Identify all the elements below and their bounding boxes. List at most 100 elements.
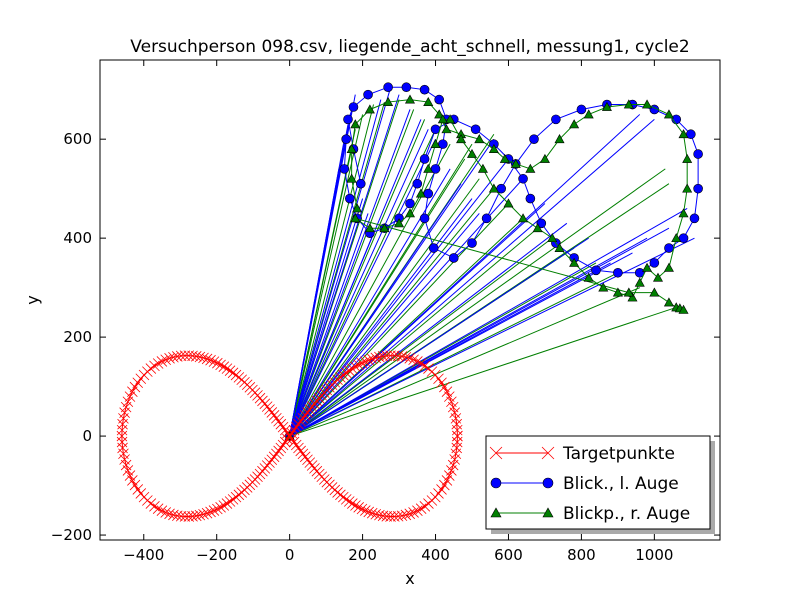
left-eye-point (467, 238, 477, 248)
left-eye-point (363, 89, 373, 100)
right-eye-point (642, 262, 653, 272)
targetpunkte-point (212, 503, 223, 515)
targetpunkte-point (370, 508, 382, 520)
targetpunkte-point (201, 507, 213, 519)
targetpunkte-point (127, 475, 138, 486)
targetpunkte-point (288, 424, 300, 436)
targetpunkte-point (205, 354, 216, 366)
x-tick-label: 600 (494, 546, 523, 564)
right-eye-point (623, 287, 634, 297)
targetpunkte-point (374, 351, 385, 363)
targetpunkte-point (179, 350, 191, 361)
targetpunkte-point (279, 424, 291, 436)
targetpunkte-point (227, 494, 239, 505)
left-eye-point (536, 218, 547, 229)
targetpunkte-point (183, 511, 195, 522)
targetpunkte-point (385, 511, 396, 522)
right-eye-point (525, 163, 536, 173)
left-eye-point (419, 213, 430, 224)
left-eye-point (434, 94, 444, 105)
targetpunkte-point (273, 445, 284, 457)
right-eye-point (434, 109, 445, 119)
targetpunkte-point (198, 352, 209, 364)
right-eye-point (503, 198, 514, 208)
targetpunkte-point (224, 365, 236, 376)
left-eye-point (345, 193, 355, 204)
right-eye-point (364, 104, 375, 114)
y-tick-label: 200 (63, 328, 92, 346)
right-eye-point (350, 119, 361, 129)
targetpunkte-point (194, 351, 206, 363)
right-eye-spoke (289, 287, 640, 437)
right-eye-point (477, 163, 488, 173)
right-eye-point (430, 139, 441, 149)
right-eye-point (510, 158, 521, 168)
y-tick-label: 400 (63, 229, 92, 247)
targetpunkte-point (396, 510, 408, 522)
targetpunkte-point (277, 421, 289, 433)
right-eye-point (404, 208, 416, 218)
legend-label: Blickp., r. Auge (563, 504, 690, 524)
left-eye-point (693, 149, 703, 159)
targetpunkte-point (156, 505, 168, 516)
targetpunkte-point (164, 508, 175, 520)
right-eye-point (456, 134, 467, 144)
targetpunkte-point (168, 509, 179, 521)
left-eye-spoke (289, 138, 436, 437)
targetpunkte-point (360, 505, 371, 516)
targetpunkte-point (175, 350, 187, 362)
right-eye-point (437, 114, 448, 124)
right-eye-point (445, 114, 456, 124)
targetpunkte-point (273, 415, 284, 427)
targetpunkte-point (215, 359, 226, 371)
left-eye-spoke (289, 227, 670, 437)
right-eye-spoke (289, 143, 451, 437)
right-eye-point (569, 257, 580, 267)
targetpunkte-point (288, 436, 300, 448)
right-eye-point (583, 109, 594, 119)
right-eye-point (623, 99, 634, 109)
targetpunkte-point (389, 350, 400, 361)
targetpunkte-point (275, 418, 287, 430)
right-eye-spoke (289, 104, 375, 437)
x-axis-ticks: −400 −200 0 200 400 600 800 1000 (123, 60, 673, 564)
targetpunkte-point (282, 433, 293, 445)
right-eye-spoke (289, 129, 436, 437)
legend-marker (489, 446, 503, 460)
x-tick-label: 0 (285, 546, 295, 564)
targetpunkte-point (356, 503, 368, 515)
targetpunkte-point (412, 356, 423, 367)
plot-frame (99, 59, 721, 541)
right-eye-point (352, 203, 363, 213)
right-eye-point (612, 287, 623, 297)
targetpunkte-point (218, 361, 230, 372)
targetpunkte-point (297, 412, 309, 424)
y-tick-label: 0 (82, 427, 92, 445)
targetpunkte-point (302, 407, 313, 418)
targetpunkte-point (353, 359, 364, 371)
right-eye-point (532, 223, 543, 233)
targetpunkte-point (268, 451, 280, 463)
targetpunkte-point (187, 511, 198, 522)
left-eye-point (405, 198, 415, 209)
right-eye-point (383, 96, 394, 106)
right-eye-spoke (289, 178, 480, 437)
targetpunkte-point (299, 451, 311, 463)
targetpunkte-point (124, 391, 136, 402)
targetpunkte-point (304, 404, 316, 415)
y-tick-label: 600 (63, 130, 92, 148)
targetpunkte-point (221, 498, 233, 509)
x-tick-label: 800 (567, 546, 596, 564)
targetpunkte-point (293, 442, 304, 454)
left-eye-spoke (289, 129, 429, 437)
left-eye-spoke (289, 198, 364, 437)
right-eye-point (642, 99, 653, 109)
left-eye-point (591, 265, 601, 276)
x-tick-label: 1000 (635, 546, 673, 564)
targetpunkte-point (218, 500, 230, 511)
legend: Targetpunkte Blick., l. Auge Blickp., r. A… (485, 435, 715, 534)
targetpunkte-point (208, 356, 220, 367)
targetpunkte-point (275, 442, 287, 454)
left-eye-point (448, 253, 459, 263)
